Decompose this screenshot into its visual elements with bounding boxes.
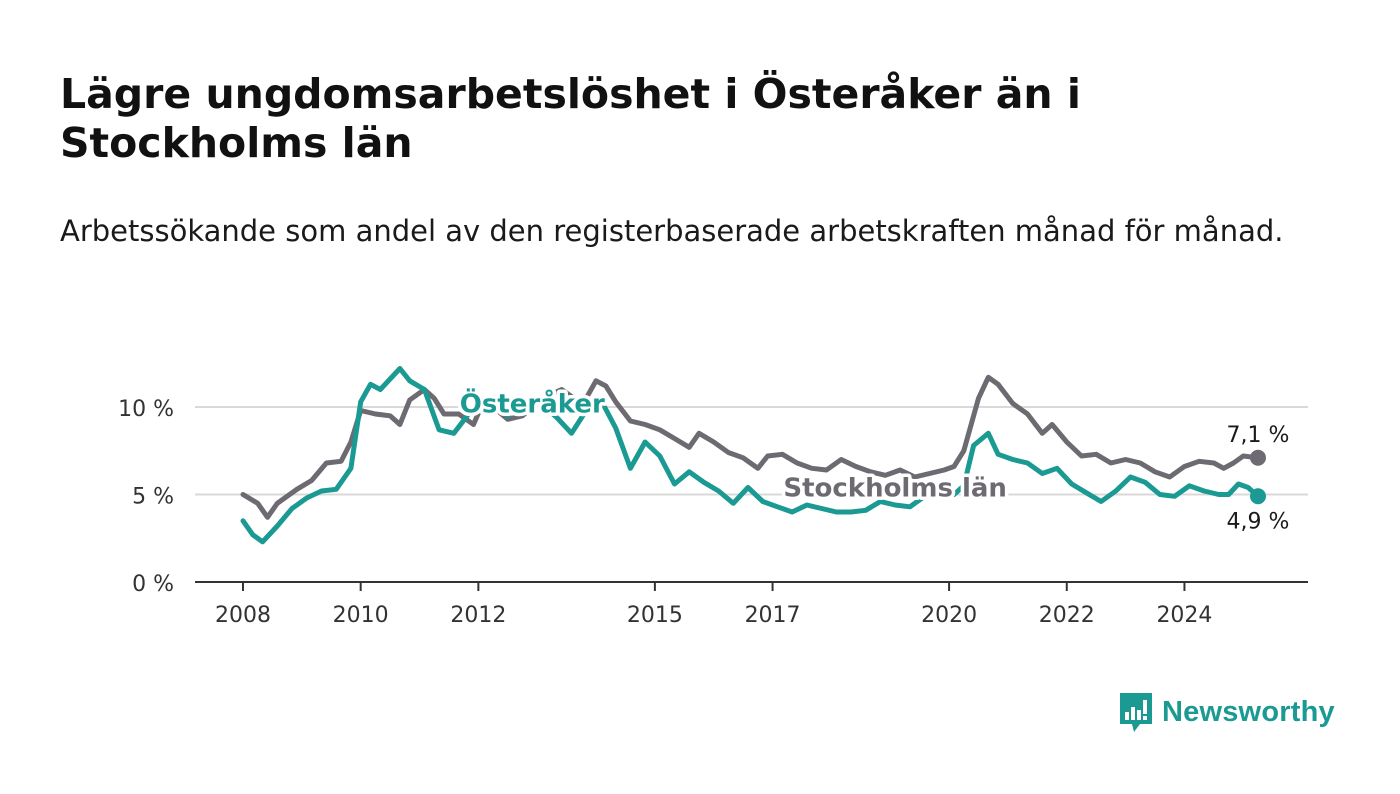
series-line-stockholms-lan (240, 374, 1261, 520)
end-point (1250, 488, 1266, 505)
x-tick-label: 2024 (1156, 603, 1212, 628)
end-value-label: 7,1 % (1227, 423, 1290, 448)
bar-chart-speech-bubble-icon (1120, 693, 1152, 732)
y-tick-label: 10 % (118, 397, 174, 422)
x-tick-label: 2008 (215, 603, 271, 628)
x-tick-label: 2010 (333, 603, 389, 628)
brand-name: Newsworthy (1162, 695, 1335, 728)
series-line-osteraker (240, 366, 1261, 545)
y-tick-label: 5 % (132, 485, 174, 510)
chart-title: Lägre ungdomsarbetslöshet i Österåker än… (60, 70, 1081, 167)
x-tick-label: 2022 (1039, 603, 1095, 628)
y-tick-label: 0 % (132, 572, 174, 597)
newsworthy-logo[interactable]: Newsworthy (1118, 690, 1335, 734)
end-point (1250, 449, 1266, 466)
x-tick-label: 2015 (627, 603, 683, 628)
series-label: Stockholms län (783, 474, 1007, 504)
x-tick-label: 2017 (745, 603, 801, 628)
series-label: Österåker (460, 387, 605, 420)
chart-subtitle: Arbetssökande som andel av den registerb… (60, 214, 1284, 248)
x-tick-label: 2020 (921, 603, 977, 628)
end-value-label: 4,9 % (1227, 509, 1290, 534)
x-tick-label: 2012 (450, 603, 506, 628)
